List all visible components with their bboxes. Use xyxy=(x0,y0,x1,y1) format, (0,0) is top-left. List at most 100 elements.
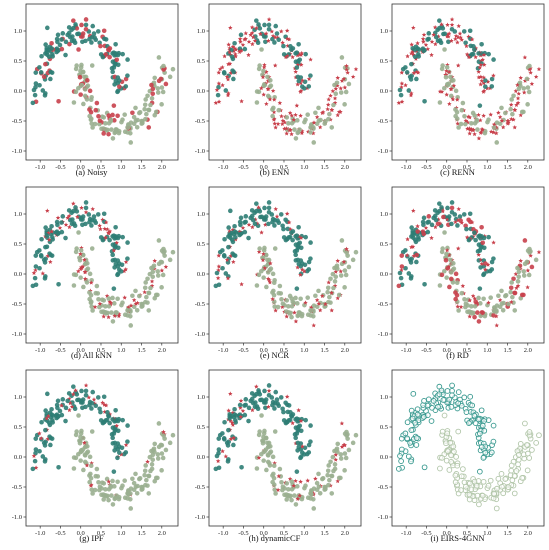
data-point xyxy=(213,466,219,472)
data-point xyxy=(133,288,138,294)
data-point xyxy=(161,246,166,252)
data-point xyxy=(298,428,304,434)
noise-point-star xyxy=(513,88,519,94)
scatter-plot: -1.0 -0.5 0.0 0.5 1.0 1.5 2.0-1.0-0.50.00.51.0 xyxy=(195,3,362,171)
data-point xyxy=(170,66,176,72)
data-point xyxy=(232,412,237,417)
data-point-ring xyxy=(424,412,431,418)
data-point-ring xyxy=(414,411,421,418)
data-point-ring xyxy=(439,454,445,461)
x-tick-label: 0.5 xyxy=(97,164,105,171)
noise-point-star xyxy=(161,429,166,434)
data-point xyxy=(106,131,111,137)
data-point xyxy=(85,78,90,83)
noise-point-star xyxy=(226,42,231,47)
data-point xyxy=(290,237,295,243)
data-point xyxy=(279,296,284,302)
noise-point-star xyxy=(335,75,341,80)
data-point xyxy=(306,84,312,89)
noise-point-star xyxy=(476,135,482,141)
data-point xyxy=(46,54,52,60)
noise-point-star xyxy=(458,304,464,309)
data-point xyxy=(270,479,275,485)
data-point xyxy=(117,78,122,83)
noise-point-star xyxy=(420,36,426,41)
data-point xyxy=(229,47,234,53)
noise-point-star xyxy=(240,408,246,413)
data-point xyxy=(59,37,64,42)
data-point xyxy=(298,245,304,251)
data-point xyxy=(332,448,337,454)
data-point-ring xyxy=(494,485,500,492)
data-point xyxy=(40,454,46,459)
data-point xyxy=(263,214,269,219)
data-point xyxy=(325,468,331,474)
data-point xyxy=(42,459,48,464)
data-point-ring xyxy=(455,428,462,435)
data-point xyxy=(112,118,117,123)
data-point xyxy=(130,110,135,116)
data-point xyxy=(284,481,290,486)
noise-point-star xyxy=(478,81,483,87)
plot-frame xyxy=(391,186,545,344)
data-point xyxy=(272,400,278,406)
data-point xyxy=(488,295,493,300)
noise-point-star xyxy=(238,39,243,44)
noise-point-star xyxy=(481,80,487,86)
noise-point-star xyxy=(484,85,490,91)
plot-frame xyxy=(208,3,362,161)
noise-point-star xyxy=(399,99,405,104)
data-point xyxy=(298,441,304,446)
noise-point-star xyxy=(284,314,289,319)
data-point xyxy=(221,70,227,75)
data-point xyxy=(91,214,97,219)
data-point xyxy=(60,31,66,36)
data-point xyxy=(459,107,465,113)
data-point xyxy=(342,102,347,107)
data-point xyxy=(159,468,164,473)
data-point xyxy=(48,76,53,82)
data-point xyxy=(248,215,253,221)
noise-point-star xyxy=(444,247,450,253)
data-point xyxy=(150,86,156,92)
noise-point-star xyxy=(480,127,485,132)
noise-point-star xyxy=(225,92,231,98)
data-point xyxy=(305,112,310,117)
data-point xyxy=(273,491,278,496)
data-point xyxy=(281,226,286,232)
noise-point-star xyxy=(246,222,252,227)
data-point xyxy=(485,302,490,308)
noise-point-star xyxy=(338,268,344,274)
data-point xyxy=(109,127,114,132)
data-point xyxy=(41,74,47,80)
data-point xyxy=(266,392,272,398)
data-point xyxy=(277,466,283,472)
x-tick-label: 2.0 xyxy=(158,164,166,171)
data-point xyxy=(481,296,486,302)
data-point xyxy=(289,479,295,484)
noise-point-star xyxy=(494,130,499,136)
data-point xyxy=(117,261,122,266)
noise-point-star xyxy=(409,90,414,96)
noise-point-star xyxy=(106,479,112,484)
noise-point-star xyxy=(512,107,517,112)
noise-point-star xyxy=(294,103,300,108)
data-point-ring xyxy=(480,455,487,461)
data-point-ring xyxy=(482,449,489,456)
y-tick-label: -0.5 xyxy=(378,484,388,491)
noise-point-star xyxy=(286,220,292,225)
data-point xyxy=(89,429,95,434)
data-point xyxy=(50,234,55,240)
data-point xyxy=(261,68,266,74)
plot-frame xyxy=(25,369,179,527)
data-point xyxy=(254,466,260,471)
noise-point-star xyxy=(344,246,349,251)
noise-point-star xyxy=(79,265,85,271)
data-point xyxy=(489,84,495,89)
noise-point-star xyxy=(480,57,486,62)
data-point xyxy=(44,233,49,238)
noise-point-star xyxy=(411,208,416,213)
data-point xyxy=(113,408,118,413)
noise-point-star xyxy=(444,92,449,97)
data-point xyxy=(75,397,80,403)
